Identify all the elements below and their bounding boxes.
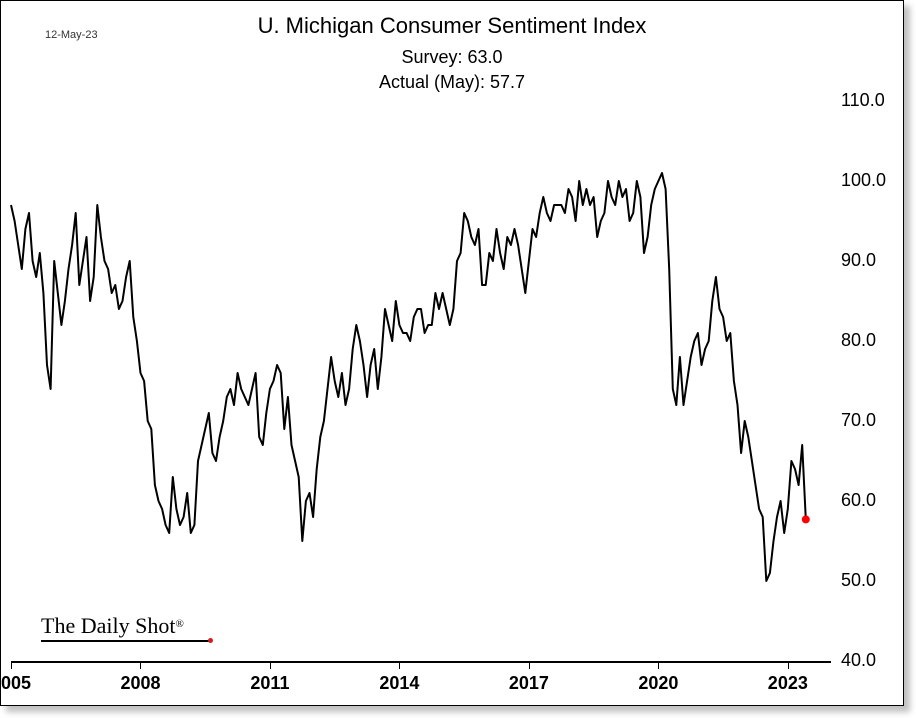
series-end-point <box>802 515 810 523</box>
brand-registered-icon: ® <box>175 618 183 630</box>
x-tick-label: 2017 <box>509 673 549 694</box>
series-path <box>11 173 806 581</box>
y-tick-label: 110.0 <box>841 90 885 111</box>
brand-logo: The Daily Shot® <box>41 613 184 639</box>
plot-area <box>11 101 831 661</box>
y-tick-label: 90.0 <box>841 250 876 271</box>
y-tick-label: 60.0 <box>841 490 876 511</box>
brand-underline <box>41 640 211 642</box>
brand-text: The Daily Shot <box>41 613 175 638</box>
y-tick-label: 100.0 <box>841 170 886 191</box>
x-axis-line <box>11 661 831 663</box>
y-tick-label: 70.0 <box>841 410 876 431</box>
chart-frame: 12-May-23 U. Michigan Consumer Sentiment… <box>0 0 904 706</box>
x-tick-label: 2023 <box>768 673 808 694</box>
y-tick-label: 50.0 <box>841 570 876 591</box>
chart-subtitle: Survey: 63.0 Actual (May): 57.7 <box>1 45 903 95</box>
x-tick-label: 2011 <box>250 673 289 694</box>
y-tick-label: 40.0 <box>841 650 876 671</box>
brand-dot-icon <box>208 638 213 643</box>
x-tick-label: 2008 <box>120 673 160 694</box>
x-tick-label: 2005 <box>0 673 31 694</box>
x-tick-label: 2020 <box>638 673 678 694</box>
subtitle-survey: Survey: 63.0 <box>1 45 903 70</box>
chart-title: U. Michigan Consumer Sentiment Index <box>1 13 903 39</box>
line-series <box>11 101 831 661</box>
subtitle-actual: Actual (May): 57.7 <box>1 70 903 95</box>
x-tick-label: 2014 <box>379 673 419 694</box>
y-tick-label: 80.0 <box>841 330 876 351</box>
